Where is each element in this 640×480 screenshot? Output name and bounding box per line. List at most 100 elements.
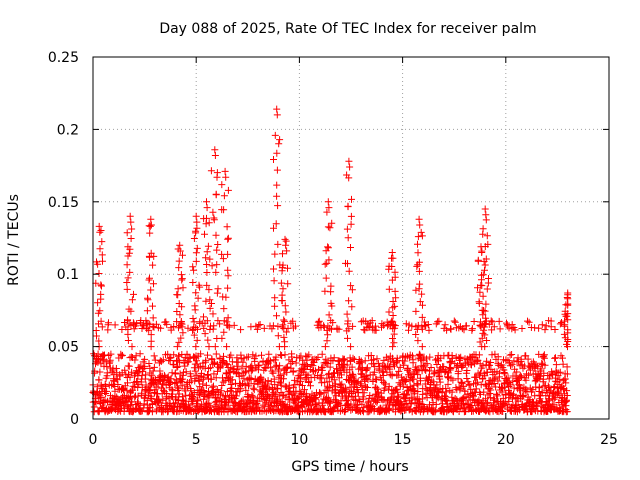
data-point <box>207 406 215 414</box>
data-point <box>220 328 228 336</box>
data-point <box>306 402 314 410</box>
data-point <box>294 394 302 402</box>
data-point <box>123 285 131 293</box>
data-point <box>192 229 200 237</box>
data-point <box>486 390 494 397</box>
data-point <box>525 318 533 326</box>
data-point <box>457 353 465 361</box>
data-point <box>481 205 489 213</box>
data-point <box>131 356 139 364</box>
data-point <box>132 352 140 360</box>
data-point <box>187 372 195 380</box>
data-point <box>211 343 219 351</box>
data-point <box>345 157 353 165</box>
data-point <box>372 326 380 334</box>
data-point <box>147 337 155 345</box>
data-point <box>301 386 308 394</box>
data-point <box>516 372 524 380</box>
data-point <box>255 321 263 329</box>
data-point <box>413 262 421 270</box>
data-point <box>203 281 211 289</box>
data-point <box>474 284 481 292</box>
data-point <box>424 321 432 328</box>
x-tick-label: 20 <box>497 432 515 448</box>
data-point <box>174 362 182 370</box>
data-point <box>248 391 256 399</box>
data-point <box>435 317 443 325</box>
data-point <box>279 285 287 293</box>
data-point <box>94 299 102 307</box>
data-point <box>483 285 491 293</box>
data-point <box>380 396 388 404</box>
data-point <box>219 378 227 386</box>
data-point <box>224 314 232 322</box>
data-point <box>541 361 549 369</box>
data-point <box>535 324 543 332</box>
data-point <box>247 374 255 382</box>
y-axis-label: ROTI / TECUs <box>6 194 22 286</box>
data-point <box>143 307 151 315</box>
data-point <box>273 192 281 200</box>
data-point <box>318 350 326 358</box>
data-point <box>210 214 218 222</box>
data-point <box>454 370 462 378</box>
data-point <box>124 316 132 324</box>
data-point <box>172 379 180 387</box>
data-point <box>193 224 201 232</box>
data-point <box>388 317 396 325</box>
data-point <box>508 351 516 358</box>
data-point <box>372 322 379 330</box>
data-point <box>166 378 174 386</box>
data-point <box>345 297 353 305</box>
axis-ticks <box>92 56 610 420</box>
data-point <box>203 261 211 268</box>
data-point <box>289 317 297 325</box>
data-point <box>364 376 372 384</box>
data-point <box>361 357 369 365</box>
data-point <box>173 357 180 365</box>
data-point <box>105 319 112 327</box>
data-point <box>561 307 569 315</box>
data-point <box>128 296 136 304</box>
data-point <box>273 166 281 174</box>
data-point <box>212 191 220 199</box>
data-point <box>178 320 186 328</box>
data-point <box>136 350 144 358</box>
data-point <box>449 376 457 384</box>
data-point <box>264 377 272 385</box>
data-point <box>460 382 468 390</box>
data-point <box>551 394 559 402</box>
data-point <box>297 389 305 397</box>
data-point <box>480 326 488 334</box>
data-point <box>294 395 302 403</box>
data-point <box>192 249 200 257</box>
data-point <box>519 392 527 399</box>
data-point <box>207 375 215 383</box>
data-point <box>317 371 325 379</box>
x-tick-label: 0 <box>89 432 98 448</box>
data-point <box>212 231 220 239</box>
data-point <box>274 385 282 393</box>
data-point <box>420 318 428 326</box>
data-point <box>413 325 421 333</box>
data-point <box>193 371 201 379</box>
data-point <box>249 351 257 359</box>
data-point <box>496 325 504 333</box>
data-point <box>244 353 252 361</box>
data-point <box>90 403 98 411</box>
data-point <box>479 362 487 370</box>
data-point <box>260 324 268 332</box>
data-point <box>213 169 221 177</box>
data-point <box>193 357 200 365</box>
data-point <box>178 275 186 283</box>
data-point <box>230 365 238 373</box>
data-point <box>385 285 393 293</box>
data-point <box>173 318 181 326</box>
data-point <box>317 390 325 398</box>
data-point <box>391 302 399 310</box>
data-point <box>338 371 345 379</box>
data-point <box>479 329 487 337</box>
data-point <box>414 388 422 395</box>
data-point <box>301 364 309 372</box>
data-point <box>182 368 190 376</box>
